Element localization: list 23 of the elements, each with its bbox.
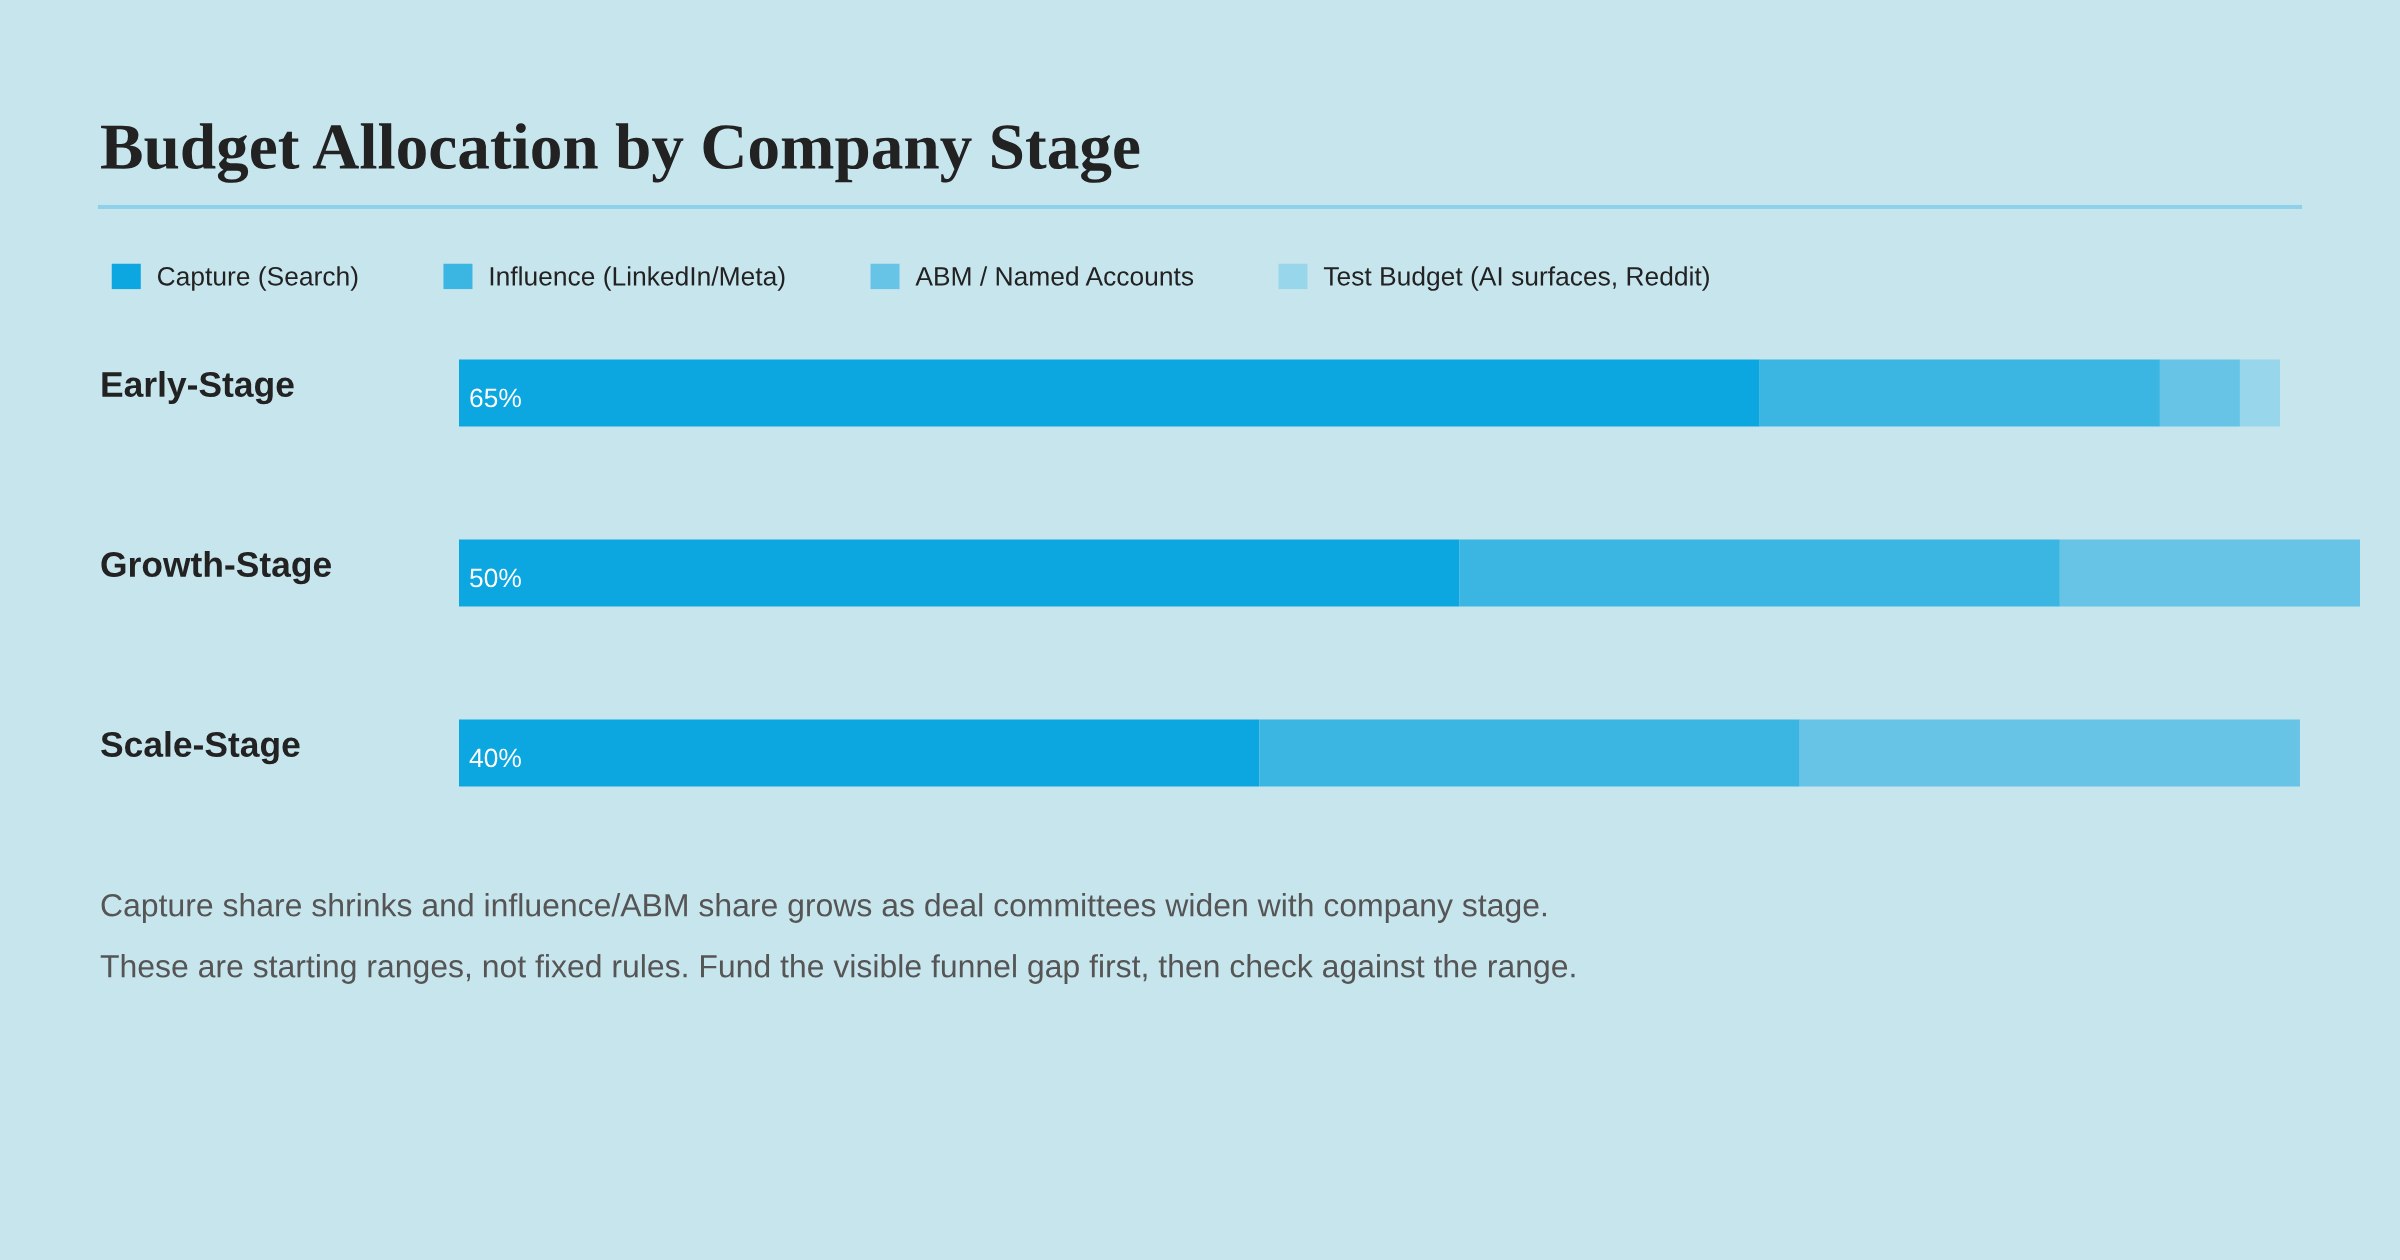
bar [1799, 719, 2300, 787]
legend-label: Test Budget (AI surfaces, Reddit) [1323, 266, 1709, 291]
bar [2159, 359, 2240, 427]
text: These are starting ranges, not fixed rules. Fund the visible funnel gap first, then check against the range. [100, 954, 1575, 984]
bar [459, 719, 1260, 787]
y-tick-label: Scale-Stage [101, 731, 300, 765]
data-label: 65% [470, 388, 521, 408]
bar [1259, 719, 1800, 787]
bar [2239, 359, 2280, 427]
bar [459, 359, 1760, 427]
chart-title: Budget Allocation by Company Stage [101, 123, 1140, 183]
text: Capture share shrinks and influence/ABM share grows as deal committees widen with company stage. [101, 893, 1546, 923]
data-label: 40% [469, 748, 521, 768]
bar [1759, 359, 2160, 427]
data-label: 50% [470, 568, 521, 588]
y-tick-label: Early-Stage [102, 371, 294, 405]
legend-label: Influence (LinkedIn/Meta) [490, 266, 785, 291]
bar [2059, 539, 2360, 607]
bar [459, 539, 1460, 607]
bar [1459, 539, 2060, 607]
legend-label: ABM / Named Accounts [915, 266, 1194, 286]
y-tick-label: Growth-Stage [101, 551, 331, 585]
legend-label: Capture (Search) [157, 266, 358, 291]
